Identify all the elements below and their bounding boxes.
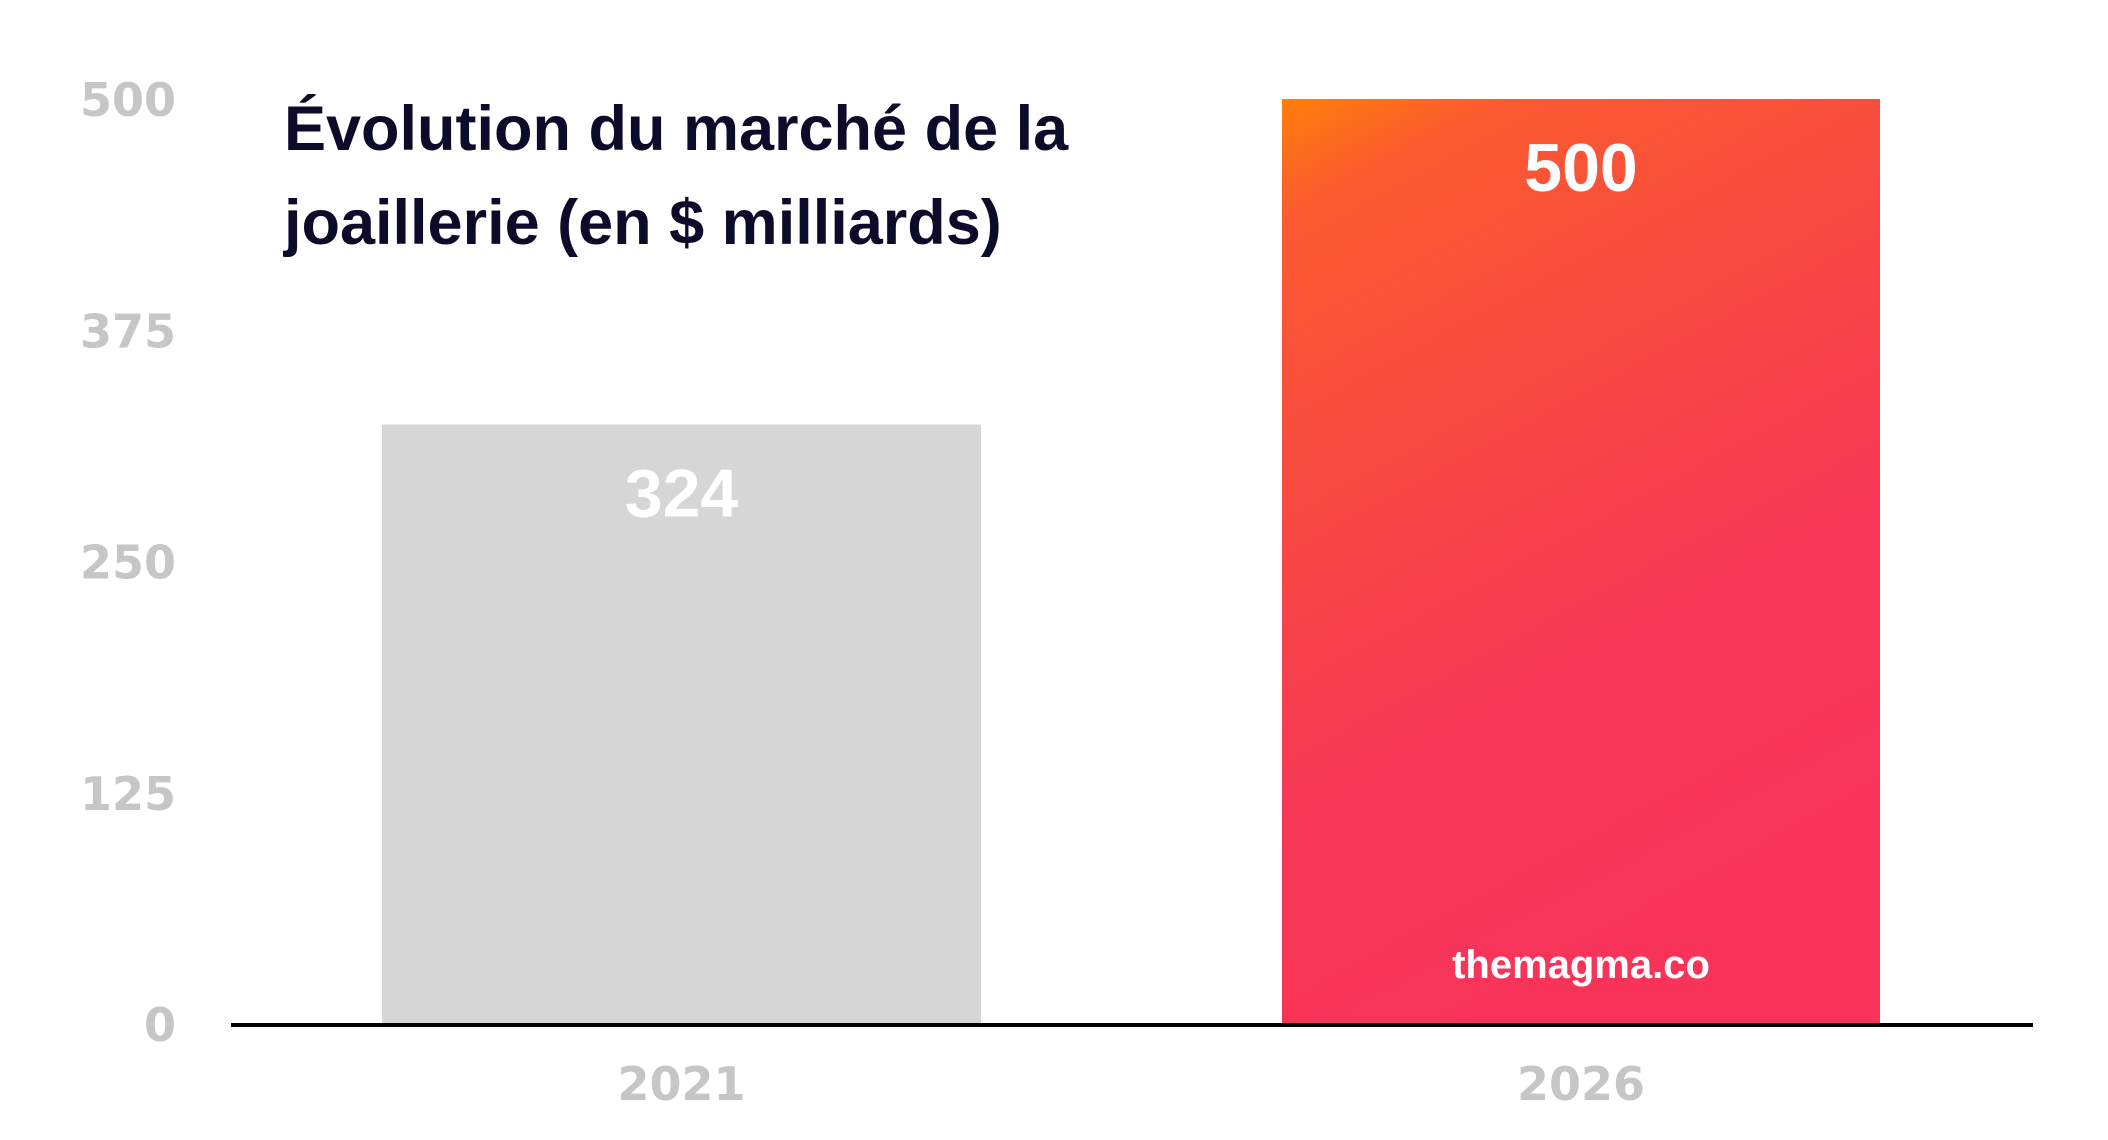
x-tick-label: 2026: [1517, 1057, 1645, 1111]
y-tick-label: 0: [144, 998, 176, 1052]
y-tick-label: 375: [80, 304, 176, 358]
data-label: 500: [1524, 130, 1637, 206]
watermark: themagma.co: [1452, 943, 1710, 987]
y-tick-label: 125: [80, 767, 176, 821]
bar-2021: [382, 424, 981, 1025]
y-tick-label: 250: [80, 536, 176, 590]
bar-2026: [1282, 99, 1880, 1024]
chart-title: Évolution du marché de la joaillerie (en…: [284, 94, 1069, 258]
y-tick-label: 500: [80, 73, 176, 127]
data-label: 324: [625, 456, 739, 532]
x-tick-label: 2021: [617, 1057, 745, 1111]
